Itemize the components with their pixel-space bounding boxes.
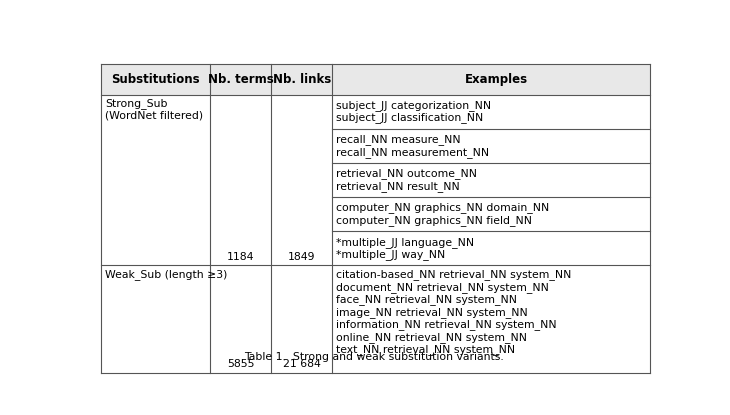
- Text: Nb. links: Nb. links: [272, 73, 331, 86]
- Text: Substitutions: Substitutions: [112, 73, 200, 86]
- Text: citation-based_NN retrieval_NN system_NN
document_NN retrieval_NN system_NN
face: citation-based_NN retrieval_NN system_NN…: [337, 269, 572, 355]
- Text: Strong_Sub
(WordNet filtered): Strong_Sub (WordNet filtered): [105, 98, 204, 121]
- Text: Examples: Examples: [465, 73, 529, 86]
- Text: recall_NN measure_NN
recall_NN measurement_NN: recall_NN measure_NN recall_NN measureme…: [337, 134, 489, 158]
- Text: Weak_Sub (length ≥3): Weak_Sub (length ≥3): [105, 269, 228, 280]
- Bar: [101, 64, 650, 95]
- Text: *multiple_JJ language_NN
*multiple_JJ way_NN: *multiple_JJ language_NN *multiple_JJ wa…: [337, 237, 474, 260]
- Text: computer_NN graphics_NN domain_NN
computer_NN graphics_NN field_NN: computer_NN graphics_NN domain_NN comput…: [337, 203, 550, 226]
- Text: 5855: 5855: [227, 359, 254, 369]
- Text: 21 684: 21 684: [283, 359, 320, 369]
- Text: Nb. terms: Nb. terms: [208, 73, 274, 86]
- Text: 1849: 1849: [288, 251, 315, 262]
- Text: 1184: 1184: [227, 251, 254, 262]
- Text: Table 1.  Strong and weak substitution variants.: Table 1. Strong and weak substitution va…: [245, 352, 504, 362]
- Text: retrieval_NN outcome_NN
retrieval_NN result_NN: retrieval_NN outcome_NN retrieval_NN res…: [337, 168, 477, 192]
- Text: subject_JJ categorization_NN
subject_JJ classification_NN: subject_JJ categorization_NN subject_JJ …: [337, 100, 491, 123]
